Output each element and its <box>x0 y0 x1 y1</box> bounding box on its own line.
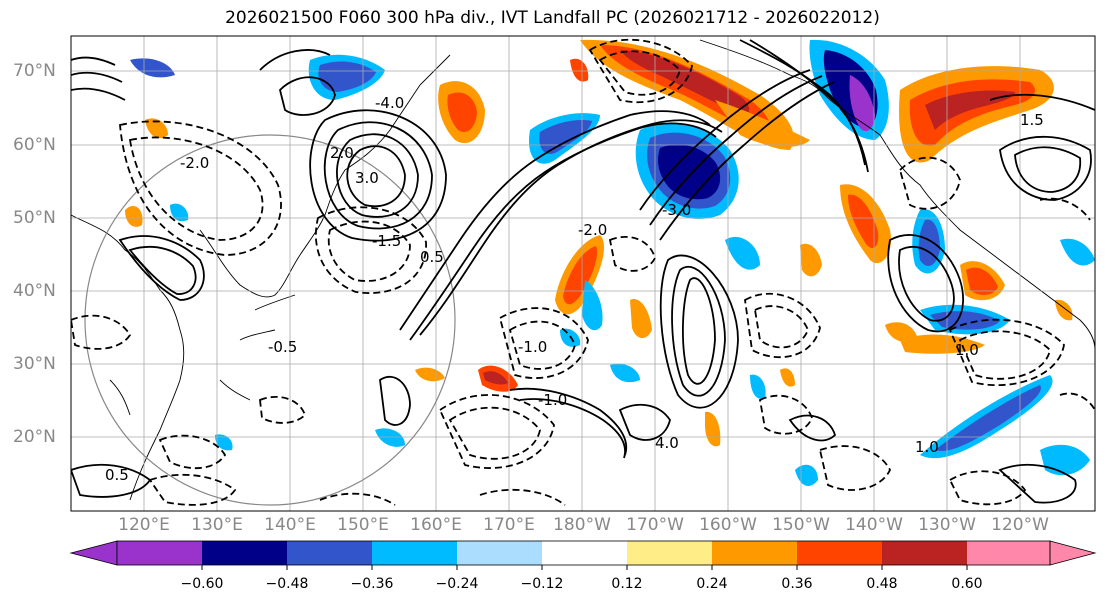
colorbar-segment <box>117 541 202 565</box>
coastlines <box>71 39 1095 501</box>
lat-label: 30°N <box>13 354 56 374</box>
lon-label: 160°E <box>410 515 462 535</box>
graticule <box>71 36 1095 511</box>
colorbar-tick-label: 0.36 <box>781 576 813 592</box>
map-frame <box>70 35 1096 512</box>
contour-label: 3.0 <box>355 169 379 187</box>
contour-labels: 3.0 2.0 1.5 0.5 -4.0 -2.0 -0.5 -1.5 -1.0… <box>105 94 1044 484</box>
colorbar-tick-label: 0.12 <box>611 576 643 592</box>
contour-label: -0.5 <box>268 338 297 356</box>
lon-label: 150°W <box>772 515 830 535</box>
colorbar-tick-label: −0.60 <box>180 576 224 592</box>
contour-label: 1.0 <box>955 341 979 359</box>
contour-label: -4.0 <box>375 94 404 112</box>
landfall-region-circle <box>84 134 456 506</box>
lon-label: 120°E <box>118 515 170 535</box>
colorbar-tick-label: −0.36 <box>350 576 394 592</box>
lon-label: 120°W <box>991 515 1049 535</box>
contour-label: -2.0 <box>180 154 209 172</box>
colorbar-extend-high <box>1049 540 1097 566</box>
colorbar <box>69 540 1097 570</box>
contour-label: 1.5 <box>1020 111 1044 129</box>
lon-label: 160°W <box>699 515 757 535</box>
colorbar-tick-label: 0.48 <box>866 576 898 592</box>
lat-label: 60°N <box>13 135 56 155</box>
colorbar-tick-label: −0.12 <box>520 576 564 592</box>
colorbar-tick-label: −0.48 <box>265 576 309 592</box>
lon-label: 170°W <box>626 515 684 535</box>
lon-label: 140°W <box>845 515 903 535</box>
colorbar-segment <box>627 541 712 565</box>
shading-positive <box>125 39 1073 447</box>
map-panel: 3.0 2.0 1.5 0.5 -4.0 -2.0 -0.5 -1.5 -1.0… <box>71 36 1095 511</box>
colorbar-segment <box>967 541 1050 565</box>
colorbar-segment <box>712 541 797 565</box>
lon-label: 140°E <box>264 515 316 535</box>
lat-label: 50°N <box>13 208 56 228</box>
lat-label: 40°N <box>13 281 56 301</box>
colorbar-extend-low <box>69 540 118 566</box>
colorbar-segment <box>202 541 287 565</box>
colorbar-segment <box>287 541 372 565</box>
lon-label: 130°E <box>191 515 243 535</box>
colorbar-tick-label: 0.24 <box>696 576 728 592</box>
contour-label: 4.0 <box>655 434 679 452</box>
colorbar-segment <box>372 541 457 565</box>
lon-label: 150°E <box>337 515 389 535</box>
colorbar-segment <box>457 541 542 565</box>
chart-title: 2026021500 F060 300 hPa div., IVT Landfa… <box>225 8 880 28</box>
contour-label: 2.0 <box>330 144 354 162</box>
colorbar-segment <box>797 541 882 565</box>
lat-label: 70°N <box>13 61 56 81</box>
colorbar-segment <box>882 541 967 565</box>
contour-label: -1.0 <box>538 391 567 409</box>
contour-label: -1.0 <box>518 338 547 356</box>
shading-negative <box>130 39 1095 486</box>
contour-label: 0.5 <box>420 248 444 266</box>
lat-label: 20°N <box>13 427 56 447</box>
lon-label: 170°E <box>483 515 535 535</box>
contour-label: 1.0 <box>915 438 939 456</box>
contour-label: -2.0 <box>578 221 607 239</box>
colorbar-tick-label: −0.24 <box>435 576 479 592</box>
contours-negative <box>71 38 1095 506</box>
contour-label: 0.5 <box>105 466 129 484</box>
colorbar-tick-label: 0.60 <box>951 576 983 592</box>
lon-label: 130°W <box>918 515 976 535</box>
lon-label: 180°W <box>553 515 611 535</box>
contours-positive <box>71 39 1095 504</box>
contour-label: -3.0 <box>662 201 691 219</box>
colorbar-segment <box>542 541 627 565</box>
contour-label: -1.5 <box>372 232 401 250</box>
